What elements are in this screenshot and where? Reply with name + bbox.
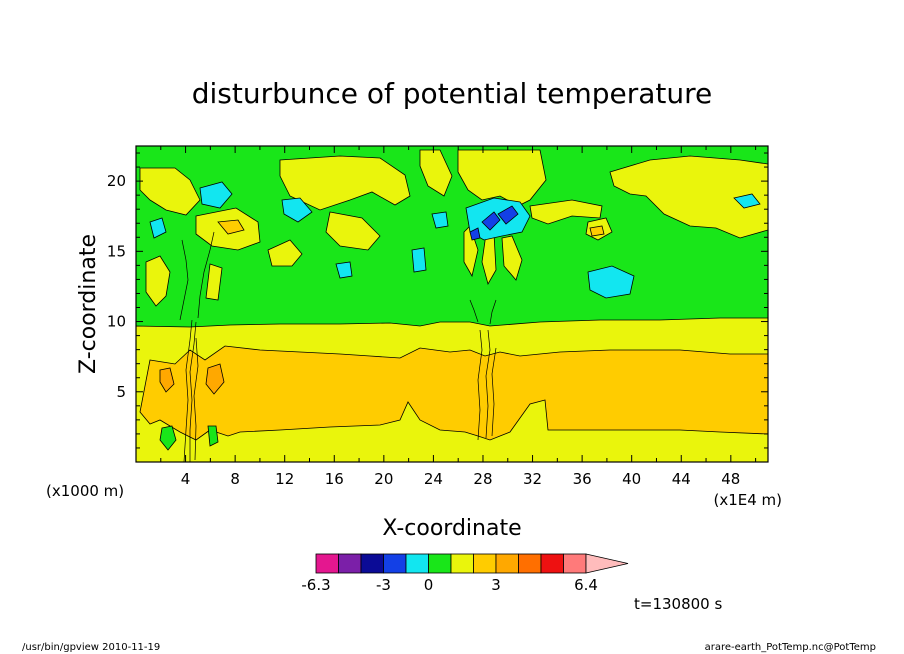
colorbar-cell: [428, 553, 452, 574]
upper-yellow-15: [501, 235, 523, 281]
x-tick-label: 20: [374, 470, 393, 488]
colorbar-extend-arrow: [585, 553, 629, 574]
left-perturbation-column: [179, 231, 215, 462]
colorbar-cell: [540, 553, 564, 574]
cyan-patch-8: [587, 265, 635, 299]
upper-yellow-9: [609, 155, 768, 239]
cyan-patch-2: [149, 217, 167, 239]
lower-green-2: [207, 425, 219, 447]
upper-yellow-11: [145, 255, 171, 307]
x-tick-label: 32: [523, 470, 542, 488]
upper-yellow-4: [325, 211, 381, 251]
upper-orange-2: [589, 225, 605, 237]
y-tick-label: 5: [116, 383, 126, 401]
x-tick-label: 8: [230, 470, 240, 488]
center-perturbation-column: [469, 299, 497, 441]
x-tick-label: 40: [622, 470, 641, 488]
colorbar-cell: [383, 553, 407, 574]
cyan-patch-3: [281, 197, 313, 223]
x-tick-label: 12: [275, 470, 294, 488]
colorbar-cell: [473, 553, 497, 574]
colorbar-cell: [360, 553, 384, 574]
lower-darkorange-2: [205, 363, 225, 395]
upper-yellow-3: [279, 155, 411, 211]
lower-darkorange-1: [159, 367, 175, 393]
cyan-patch-5: [411, 247, 427, 273]
colorbar-tick-label: -3: [376, 576, 391, 594]
upper-yellow-8: [529, 199, 603, 225]
colorbar-tick-label: -6.3: [301, 576, 330, 594]
blue-patch-2: [497, 205, 519, 225]
blue-patch-1: [481, 211, 501, 231]
chart-title: disturbunce of potential temperature: [192, 77, 713, 110]
y-tick-label: 10: [107, 313, 126, 331]
colorbar-cell: [563, 553, 587, 574]
colorbar-tick-label: 3: [491, 576, 501, 594]
upper-orange-1: [217, 219, 245, 235]
y-axis-label: Z-coordinate: [76, 234, 101, 374]
cyan-patch-1: [199, 181, 233, 209]
cyan-patch-4: [335, 261, 353, 279]
blue-patch-3: [469, 227, 481, 241]
x-tick-label: 48: [721, 470, 740, 488]
upper-yellow-1: [139, 167, 201, 216]
x-axis: 4 8 12 16 20 24 28 32 36 40 44 48: [160, 146, 757, 488]
colorbar-cell: [338, 553, 362, 574]
colorbar-cell: [315, 553, 339, 574]
plot-frame: [135, 145, 769, 463]
y-tick-label: 15: [107, 242, 126, 260]
x-unit-label: (x1E4 m): [713, 491, 782, 509]
x-tick-label: 24: [424, 470, 443, 488]
y-axis: 5 10 15 20: [107, 152, 768, 449]
upper-yellow-12: [205, 263, 223, 301]
lower-green-1: [159, 425, 177, 451]
orange-core: [139, 345, 768, 441]
cyan-patch-9: [733, 193, 761, 209]
y-unit-label: (x1000 m): [46, 482, 124, 500]
footer-left: /usr/bin/gpview 2010-11-19: [22, 642, 160, 653]
upper-yellow-5: [267, 239, 303, 267]
x-tick-label: 4: [181, 470, 191, 488]
colorbar-cell: [405, 553, 429, 574]
x-tick-label: 36: [573, 470, 592, 488]
time-label: t=130800 s: [634, 595, 722, 613]
colorbar-cell: [450, 553, 474, 574]
colorbar-cell: [495, 553, 519, 574]
colorbar-tick-label: 0: [424, 576, 434, 594]
y-tick-label: 20: [107, 172, 126, 190]
cyan-patch-6: [431, 211, 449, 229]
colorbar-cell: [518, 553, 542, 574]
x-tick-label: 44: [672, 470, 691, 488]
x-tick-label: 16: [325, 470, 344, 488]
upper-yellow-6: [419, 149, 453, 197]
footer-right: arare-earth_PotTemp.nc@PotTemp: [705, 642, 876, 653]
colorbar: [315, 553, 629, 574]
colorbar-labels: -6.3 -3 0 3 6.4: [301, 576, 598, 594]
x-axis-label: X-coordinate: [382, 516, 521, 541]
colorbar-tick-label: 6.4: [574, 576, 598, 594]
x-tick-label: 28: [473, 470, 492, 488]
plot-area: [136, 146, 768, 462]
